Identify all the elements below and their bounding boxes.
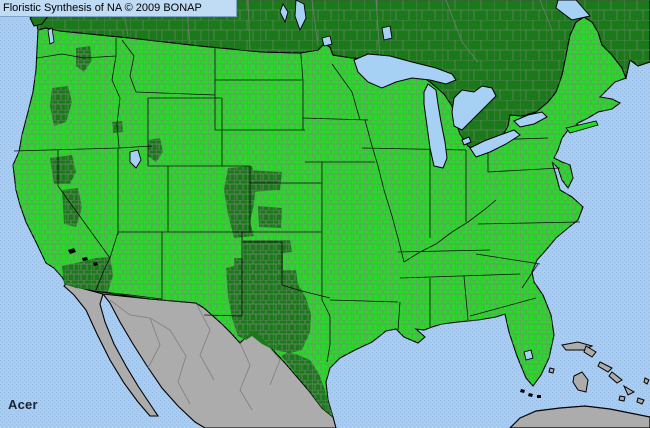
map-title-bar: Floristic Synthesis of NA © 2009 BONAP [0, 0, 237, 17]
lake-michigan [423, 83, 448, 169]
mexico-state-borders [109, 299, 281, 411]
lake-huron [451, 85, 497, 131]
lake-of-the-woods [321, 35, 333, 47]
baja-california-region [63, 283, 160, 417]
lake-ontario [513, 111, 548, 128]
long-island [565, 120, 599, 134]
st-lawrence-river [555, 0, 591, 21]
lake-nipigon [381, 25, 393, 41]
lake-superior [353, 53, 457, 89]
channel-islands [68, 248, 98, 266]
great-salt-lake [129, 149, 142, 169]
puget-sound [47, 27, 55, 45]
cuba-region [509, 405, 650, 428]
florida-keys [520, 389, 541, 398]
great-lakes [353, 53, 548, 169]
bahamas-islands [548, 341, 650, 405]
lake-okeechobee [523, 349, 534, 361]
state-borders [13, 38, 581, 363]
lake-erie [469, 129, 521, 158]
lake-st-clair [461, 136, 472, 146]
canada-province-borders [121, 0, 553, 63]
lake-manitoba [279, 2, 289, 24]
map-title: Floristic Synthesis of NA © 2009 BONAP [3, 2, 202, 14]
taxon-label: Acer [8, 397, 38, 412]
canada-lakes [279, 0, 591, 47]
lake-winnipeg [294, 0, 307, 32]
